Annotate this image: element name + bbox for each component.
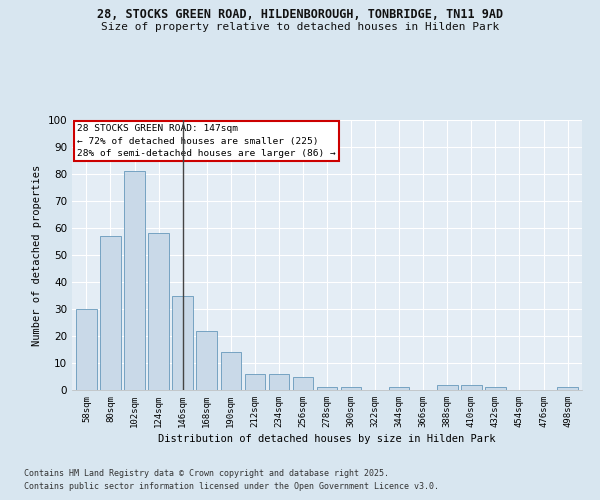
Bar <box>148 234 169 390</box>
Bar <box>269 374 289 390</box>
Bar <box>76 309 97 390</box>
Text: Contains public sector information licensed under the Open Government Licence v3: Contains public sector information licen… <box>24 482 439 491</box>
Bar <box>437 384 458 390</box>
Text: Size of property relative to detached houses in Hilden Park: Size of property relative to detached ho… <box>101 22 499 32</box>
Bar <box>221 352 241 390</box>
Bar <box>196 330 217 390</box>
Bar <box>293 376 313 390</box>
Text: Contains HM Land Registry data © Crown copyright and database right 2025.: Contains HM Land Registry data © Crown c… <box>24 468 389 477</box>
Bar <box>317 388 337 390</box>
Bar <box>341 388 361 390</box>
Text: 28, STOCKS GREEN ROAD, HILDENBOROUGH, TONBRIDGE, TN11 9AD: 28, STOCKS GREEN ROAD, HILDENBOROUGH, TO… <box>97 8 503 20</box>
Y-axis label: Number of detached properties: Number of detached properties <box>32 164 42 346</box>
Bar <box>245 374 265 390</box>
Bar <box>100 236 121 390</box>
Bar <box>485 388 506 390</box>
X-axis label: Distribution of detached houses by size in Hilden Park: Distribution of detached houses by size … <box>158 434 496 444</box>
Bar <box>461 384 482 390</box>
Bar <box>124 172 145 390</box>
Bar <box>172 296 193 390</box>
Bar <box>557 388 578 390</box>
Bar <box>389 388 409 390</box>
Text: 28 STOCKS GREEN ROAD: 147sqm
← 72% of detached houses are smaller (225)
28% of s: 28 STOCKS GREEN ROAD: 147sqm ← 72% of de… <box>77 124 336 158</box>
